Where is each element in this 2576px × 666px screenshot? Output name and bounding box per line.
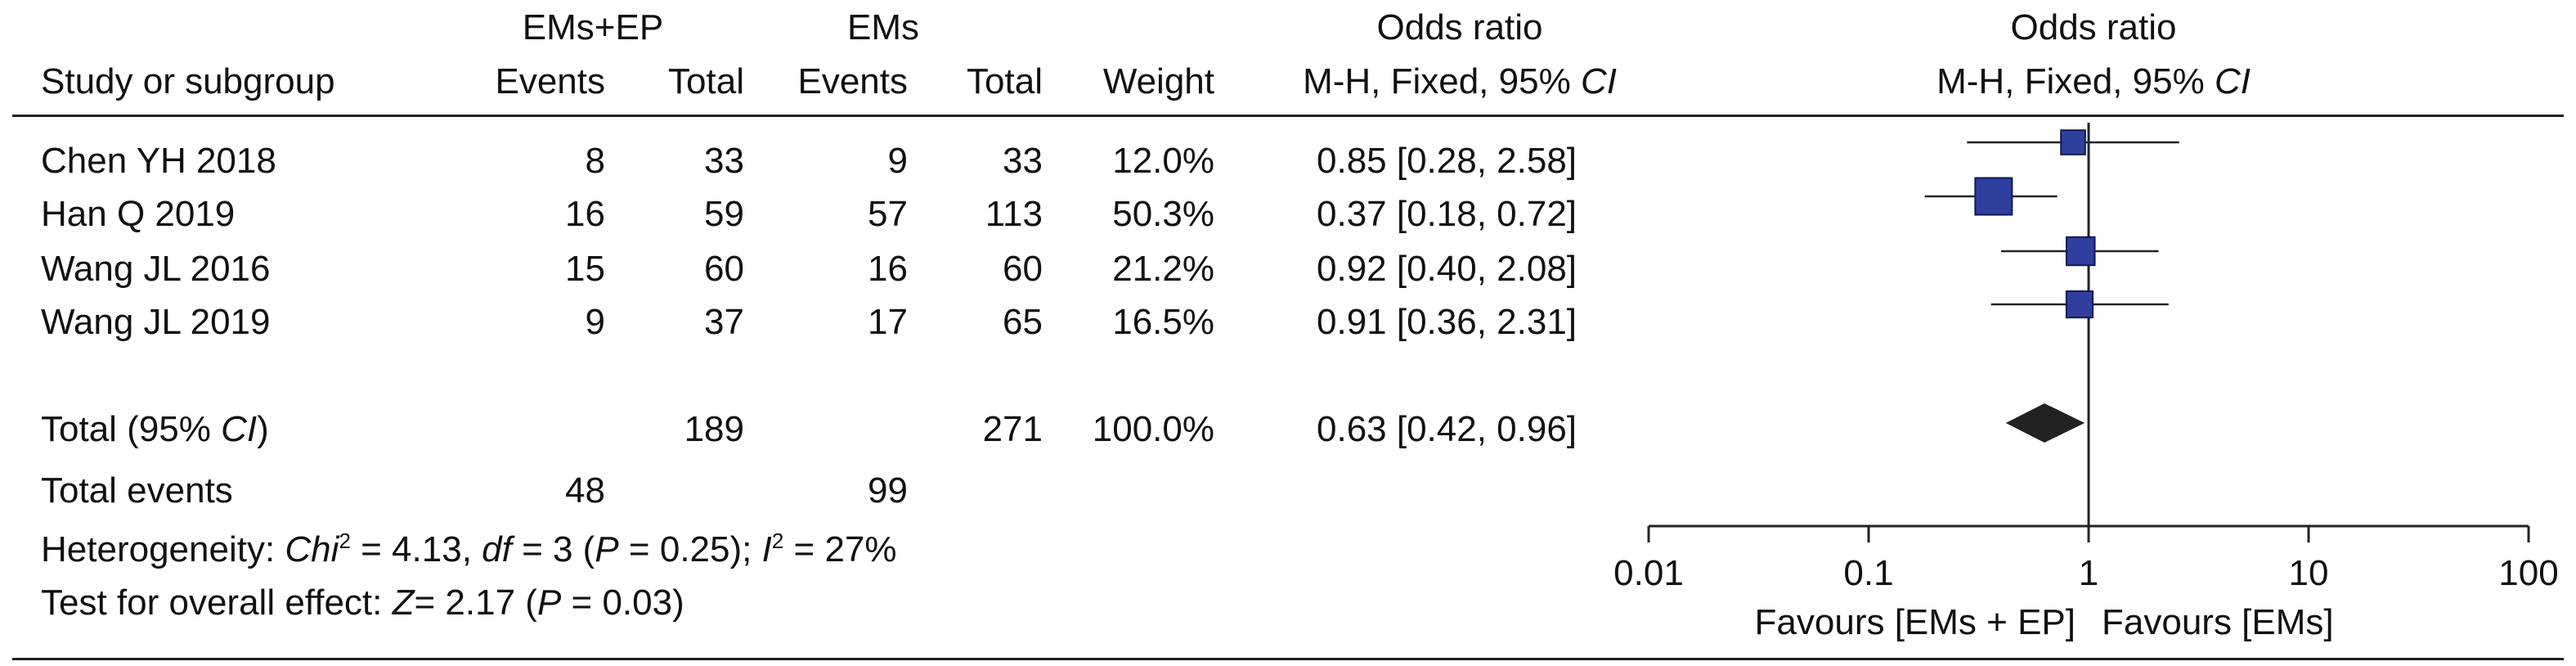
total-events-exp: 48: [565, 470, 605, 511]
study-name: Han Q 2019: [41, 194, 236, 234]
exp-events: 9: [585, 302, 605, 342]
exp-events: 15: [565, 249, 605, 289]
or-ci-text: 0.91 [0.36, 2.31]: [1317, 302, 1577, 342]
exp-events: 8: [585, 141, 605, 181]
study-square: [2066, 236, 2096, 267]
pooled-diamond: [2005, 403, 2085, 443]
col-header-ctrl-total: Total: [967, 61, 1043, 101]
ctrl-total: 113: [985, 194, 1043, 234]
total-exp-total: 189: [684, 409, 744, 449]
col-header-study: Study or subgroup: [41, 61, 335, 101]
ctrl-total: 65: [1003, 302, 1043, 342]
ctrl-total: 60: [1003, 249, 1043, 289]
x-tick-label: 1: [2079, 553, 2098, 593]
total-ctrl-total: 271: [982, 409, 1043, 449]
header-rule: [12, 115, 2564, 117]
exp-events: 16: [565, 194, 605, 234]
x-tick-label: 0.1: [1843, 553, 1893, 593]
or-column-method: M-H, Fixed, 95% CI: [1303, 61, 1617, 101]
group-header-exp: EMs+EP: [522, 7, 664, 47]
total-label: Total (95% CI): [41, 409, 269, 449]
x-tick-label: 100: [2498, 553, 2558, 593]
total-events-ctrl: 99: [868, 470, 908, 511]
weight: 21.2%: [1112, 249, 1214, 289]
ctrl-total: 33: [1003, 141, 1043, 181]
col-header-exp-events: Events: [495, 61, 605, 101]
overall-effect-text: Test for overall effect: Z= 2.17 (P = 0.…: [41, 583, 684, 623]
col-header-ctrl-events: Events: [797, 61, 908, 101]
study-markers: [1924, 129, 2179, 319]
study-name: Wang JL 2016: [41, 249, 271, 289]
or-ci-text: 0.37 [0.18, 0.72]: [1317, 194, 1577, 234]
favours-left-label: Favours [EMs + EP]: [1755, 602, 2076, 642]
study-square: [1974, 177, 2013, 216]
plot-title: Odds ratio: [2010, 7, 2177, 47]
ctrl-events: 57: [868, 194, 908, 234]
plot-method: M-H, Fixed, 95% CI: [1936, 61, 2251, 101]
x-tick-label: 10: [2289, 553, 2329, 593]
ctrl-events: 16: [868, 249, 908, 289]
study-name: Chen YH 2018: [41, 141, 276, 181]
total-weight: 100.0%: [1092, 409, 1214, 449]
x-tick-label: 0.01: [1613, 553, 1684, 593]
x-axis: 0.01 0.1 1 10 100 Favours [EMs + EP] Favours […: [1613, 524, 2559, 642]
study-name: Wang JL 2019: [41, 302, 271, 342]
total-or-ci-text: 0.63 [0.42, 0.96]: [1317, 409, 1577, 449]
study-square: [2065, 290, 2094, 319]
study-square: [2060, 129, 2086, 155]
bottom-rule: [12, 658, 2564, 660]
exp-total: 37: [704, 302, 744, 342]
weight: 50.3%: [1112, 194, 1214, 234]
col-header-exp-total: Total: [668, 61, 744, 101]
ctrl-events: 17: [868, 302, 908, 342]
or-ci-text: 0.92 [0.40, 2.08]: [1317, 249, 1577, 289]
weight: 12.0%: [1112, 141, 1214, 181]
weight: 16.5%: [1112, 302, 1214, 342]
or-column-title: Odds ratio: [1376, 7, 1543, 47]
pooled-marker: [2005, 403, 2085, 443]
exp-total: 59: [704, 194, 744, 234]
or-ci-text: 0.85 [0.28, 2.58]: [1317, 141, 1577, 181]
exp-total: 33: [704, 141, 744, 181]
exp-total: 60: [704, 249, 744, 289]
group-header-ctrl: EMs: [847, 7, 919, 47]
total-events-label: Total events: [41, 470, 233, 511]
heterogeneity-text: Heterogeneity: Chi2 = 4.13, df = 3 (P = …: [41, 529, 897, 569]
ctrl-events: 9: [887, 141, 908, 181]
col-header-weight: Weight: [1102, 61, 1214, 101]
favours-right-label: Favours [EMs]: [2102, 602, 2334, 642]
